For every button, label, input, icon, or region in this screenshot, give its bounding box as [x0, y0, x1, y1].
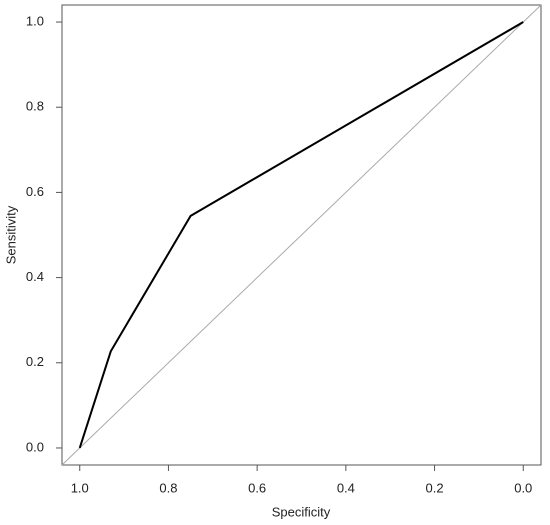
x-tick-label: 0.4 — [337, 480, 355, 495]
y-tick-label: 0.2 — [26, 354, 44, 369]
x-tick-label: 0.6 — [248, 480, 266, 495]
y-tick-label: 0.6 — [26, 184, 44, 199]
y-tick-label: 0.0 — [26, 439, 44, 454]
roc-curve — [78, 21, 524, 449]
reference-line — [61, 4, 542, 466]
x-tick-label: 1.0 — [71, 480, 89, 495]
x-tick-label: 0.8 — [159, 480, 177, 495]
plot-box — [61, 4, 542, 466]
y-axis-label: Sensitivity — [3, 205, 18, 264]
x-axis-label: Specificity — [272, 504, 331, 519]
x-tick-label: 0.0 — [514, 480, 532, 495]
y-tick-label: 0.4 — [26, 269, 44, 284]
y-tick-label: 1.0 — [26, 13, 44, 28]
x-tick-label: 0.2 — [426, 480, 444, 495]
y-tick-label: 0.8 — [26, 99, 44, 114]
